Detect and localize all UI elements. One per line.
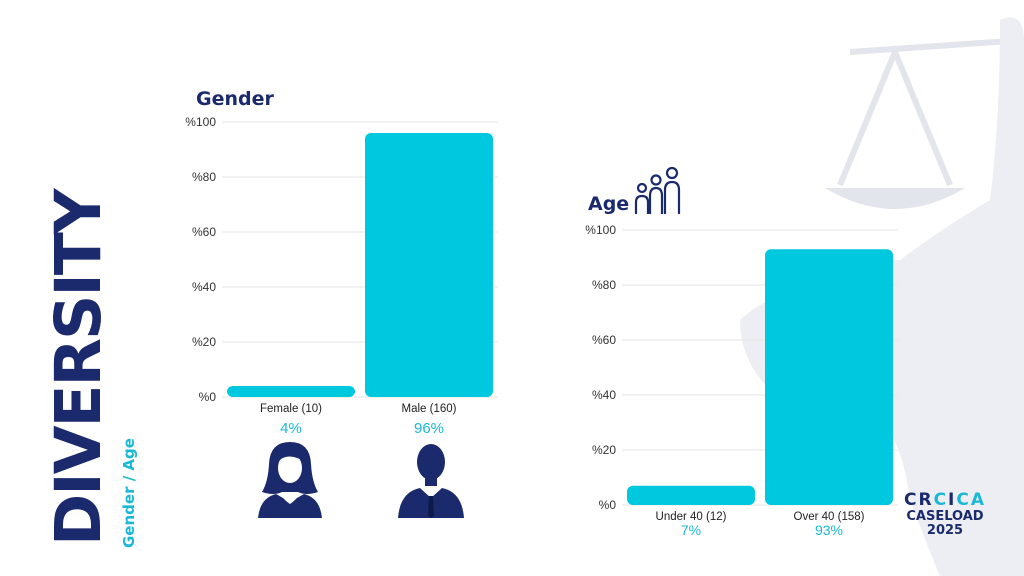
x-category-label: Under 40 (12)	[656, 511, 727, 523]
age-chart-title: Age	[588, 193, 630, 215]
y-tick-label: %60	[592, 333, 616, 347]
y-tick-label: %100	[585, 223, 616, 237]
y-tick-label: %20	[592, 443, 616, 457]
y-tick-label: %0	[599, 498, 617, 512]
brand-logo: CRCICA CASELOAD 2025	[900, 490, 990, 538]
y-tick-label: %80	[592, 278, 616, 292]
y-tick-label: %80	[192, 170, 216, 184]
value-label: 93%	[815, 522, 843, 538]
gender-chart-title: Gender	[196, 88, 274, 110]
value-label: 7%	[681, 522, 701, 538]
female-avatar-icon	[258, 442, 322, 518]
scale-pan-shape	[825, 188, 965, 209]
age-chart: %0 %20 %40 %60 %80 %100 Under 40 (12)7% Over 40…	[585, 223, 898, 538]
x-category-label: Over 40 (158)	[794, 511, 865, 523]
y-tick-label: %60	[192, 225, 216, 239]
family-icon	[634, 166, 681, 214]
y-tick-label: %20	[192, 335, 216, 349]
brand-line-1: CASELOAD	[906, 509, 984, 524]
page-subtitle: Gender / Age	[120, 438, 138, 548]
brand-line-2: 2025	[926, 523, 964, 538]
y-tick-label: %0	[199, 390, 217, 404]
male-avatar-icon	[398, 444, 464, 518]
x-category-label: Male (160)	[402, 403, 457, 415]
value-label: 4%	[280, 420, 302, 437]
bar-1	[627, 485, 755, 505]
bar-2	[365, 133, 493, 397]
page-title: DIVERSITY	[42, 190, 115, 546]
bar-2	[765, 249, 893, 505]
bar-1	[227, 386, 355, 397]
vertical-title-block: DIVERSITY Gender / Age	[20, 191, 138, 548]
value-label: 96%	[414, 420, 444, 437]
gender-chart: %0 %20 %40 %60 %80 %100 Female (10) 4% Male (160…	[185, 115, 498, 437]
y-tick-label: %100	[185, 115, 216, 129]
y-tick-label: %40	[192, 280, 216, 294]
y-tick-label: %40	[592, 388, 616, 402]
brand-name: CRCICA	[903, 490, 987, 510]
x-category-label: Female (10)	[260, 403, 322, 415]
